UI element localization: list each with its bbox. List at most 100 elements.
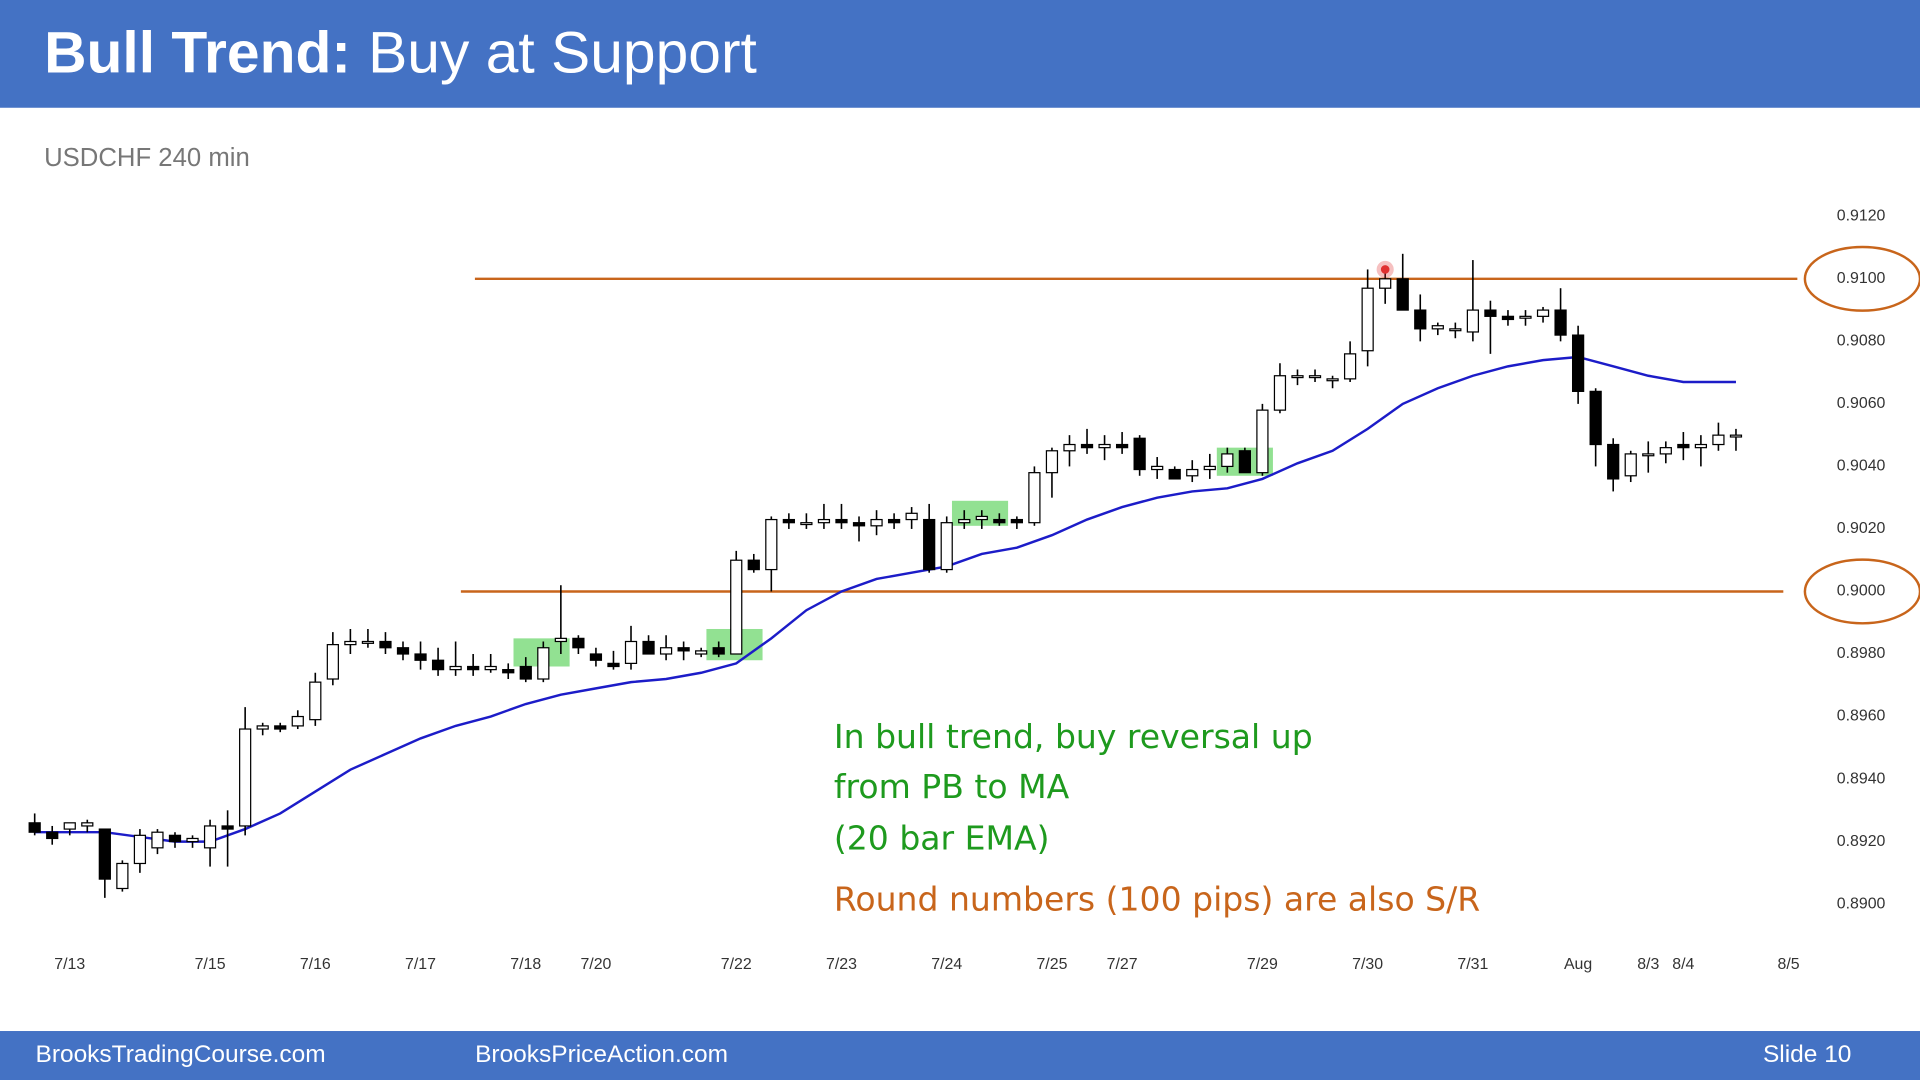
candle-body [1133, 437, 1146, 471]
candle-body [1536, 309, 1550, 317]
y-tick-label: 0.9040 [1837, 458, 1886, 475]
candle-body [1045, 450, 1059, 474]
x-tick-label: 7/13 [54, 956, 85, 973]
candle-body [1414, 309, 1427, 330]
annotation: (20 bar EMA) [834, 819, 1050, 858]
candle-body [274, 725, 287, 730]
candle-body [607, 662, 620, 668]
annotation: In bull trend, buy reversal up [834, 717, 1313, 756]
title-bold: Bull Trend: [44, 20, 351, 85]
candle-body [958, 518, 971, 524]
candle-body [1431, 325, 1444, 330]
x-tick-label: 8/3 [1637, 956, 1659, 973]
candle-body [256, 725, 269, 730]
candle-body [835, 518, 848, 524]
candle-body [1659, 447, 1672, 455]
candle-body [1063, 443, 1076, 452]
candle-body [151, 831, 164, 849]
candle-body [1501, 315, 1515, 321]
candle-body [1712, 434, 1725, 446]
candle-body [905, 512, 918, 521]
candle-body [1396, 278, 1409, 311]
candle-body [1221, 453, 1234, 468]
candle-body [1115, 443, 1129, 449]
annotation: Round numbers (100 pips) are also S/R [834, 880, 1480, 919]
candle-body [1010, 518, 1023, 524]
x-tick-label: 7/25 [1036, 956, 1067, 973]
title-rest: Buy at Support [368, 20, 757, 85]
candle-body [1519, 315, 1532, 319]
candle-body [1361, 287, 1374, 352]
candle-body [659, 647, 673, 655]
slide-title: Bull Trend: Buy at Support [44, 20, 757, 85]
candle-body [63, 822, 76, 830]
x-tick-label: 7/27 [1107, 956, 1138, 973]
candle-body [1343, 353, 1357, 380]
candle-body [589, 653, 603, 661]
x-tick-label: 7/16 [300, 956, 331, 973]
candle-body [1273, 375, 1287, 411]
candle-body [203, 825, 217, 849]
candle-body [1571, 334, 1585, 392]
y-tick-label: 0.9100 [1837, 270, 1886, 287]
candle-body [1642, 453, 1655, 457]
y-tick-label: 0.9020 [1837, 520, 1886, 537]
y-tick-label: 0.8900 [1837, 895, 1886, 912]
candle-body [1326, 378, 1339, 382]
candle-body [291, 715, 304, 727]
candle-body [309, 681, 322, 721]
x-tick-label: 7/15 [195, 956, 226, 973]
candle-body [993, 518, 1006, 524]
candle-body [1256, 409, 1269, 474]
candle-body [1589, 390, 1602, 446]
candle-body [695, 650, 708, 655]
y-tick-label: 0.8920 [1837, 833, 1886, 850]
candle-body [975, 515, 988, 521]
candle-body [1379, 278, 1392, 289]
candle-body [1308, 375, 1322, 379]
candle-body [852, 522, 866, 527]
x-tick-label: 7/29 [1247, 956, 1278, 973]
candle-body [1098, 443, 1111, 449]
plot: 0.8900 0.8920 0.8940 0.8960 0.8980 0.9000 0.90… [28, 207, 1920, 973]
tick-circle [1803, 558, 1920, 625]
candle-body [431, 659, 445, 671]
candle-body [940, 522, 953, 571]
candle-body [379, 640, 392, 649]
candle-body [1449, 328, 1462, 332]
candle-body [1484, 309, 1497, 317]
candle-body [186, 837, 199, 843]
candle-body [572, 637, 585, 649]
candle-body [1466, 309, 1480, 333]
candle-body [817, 518, 831, 524]
y-tick-label: 0.9060 [1837, 395, 1886, 412]
candle-body [747, 559, 760, 571]
candle-body [923, 518, 936, 571]
footer-center: BrooksPriceAction.com [475, 1041, 728, 1068]
x-tick-label: 7/24 [931, 956, 962, 973]
candle-body [1168, 468, 1181, 480]
candle-body [642, 640, 655, 655]
candle-body [414, 653, 427, 661]
x-tick-label: 7/18 [510, 956, 541, 973]
annotation: from PB to MA [834, 767, 1070, 806]
y-tick-label: 0.9000 [1837, 583, 1886, 600]
candle-body [344, 640, 357, 646]
y-tick-label: 0.9080 [1837, 333, 1886, 350]
x-tick-label: Aug [1564, 956, 1592, 973]
candle-body [1677, 443, 1690, 449]
candle-body [1186, 468, 1199, 477]
candle-body [1151, 465, 1164, 471]
candle-body [782, 518, 795, 524]
candle-body [537, 647, 550, 680]
y-tick-label: 0.9120 [1837, 207, 1886, 224]
candle-body [554, 637, 567, 643]
candle-body [677, 647, 690, 652]
x-tick-label: 7/23 [826, 956, 857, 973]
x-tick-label: 7/20 [580, 956, 611, 973]
candle-body [467, 665, 480, 671]
candle-body [133, 834, 147, 865]
candle-body [624, 640, 638, 664]
